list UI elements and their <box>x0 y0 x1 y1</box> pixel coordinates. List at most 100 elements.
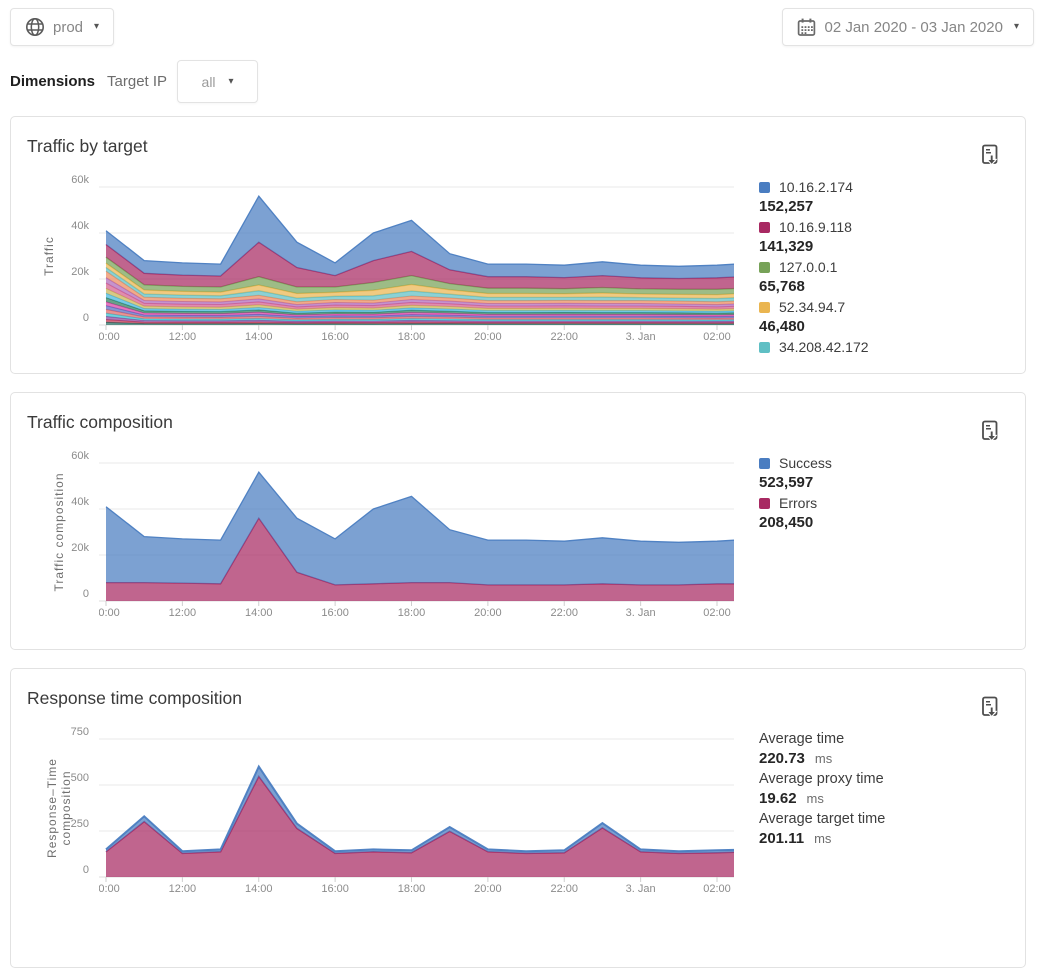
legend-item[interactable]: 10.16.2.174 <box>759 177 1021 197</box>
download-icon <box>981 144 997 166</box>
x-tick-label: 10:00 <box>99 331 120 343</box>
y-tick-label: 500 <box>70 772 89 784</box>
y-axis-ticks: 0 250 500 750 <box>11 669 95 967</box>
globe-icon <box>25 17 45 37</box>
x-tick-label: 14:00 <box>244 607 273 619</box>
legend-label: 127.0.0.1 <box>779 259 838 275</box>
chart-legend: 10.16.2.174 152,257 10.16.9.118 141,329 127.… <box>759 177 1021 363</box>
environment-label: prod <box>53 18 84 36</box>
stat-value: 220.73 ms <box>759 750 833 767</box>
chart-canvas[interactable] <box>99 171 734 339</box>
x-tick-label: 14:00 <box>244 883 273 895</box>
legend-item[interactable]: 127.0.0.1 <box>759 257 1021 277</box>
legend-label: 10.16.9.118 <box>779 219 852 235</box>
chart-plot-area[interactable]: 10:00 12:00 14:00 16:00 18:00 20:00 22:00 3. Ja… <box>99 723 734 913</box>
y-tick-label: 0 <box>82 312 89 324</box>
legend-swatch <box>759 301 770 313</box>
legend-item[interactable]: Errors <box>759 493 1021 513</box>
legend-swatch <box>759 497 770 509</box>
x-tick-label: 02:00 <box>703 331 731 343</box>
download-report-button[interactable] <box>977 144 1003 172</box>
legend-value: 208,450 <box>759 514 814 531</box>
y-tick-label: 60k <box>71 450 89 462</box>
legend-swatch <box>759 341 770 353</box>
legend-value: 523,597 <box>759 474 814 491</box>
response-time-composition-card: Response time composition Response–Time c… <box>10 668 1026 968</box>
chart-canvas[interactable] <box>99 447 734 615</box>
target-ip-dropdown[interactable]: all ▾ <box>177 60 259 103</box>
stat-unit: ms <box>814 751 833 766</box>
x-tick-label: 3. Jan <box>625 883 656 895</box>
download-report-button[interactable] <box>977 420 1003 448</box>
date-range-label: 02 Jan 2020 - 03 Jan 2020 <box>824 18 1003 36</box>
x-tick-label: 16:00 <box>321 331 349 343</box>
x-tick-label: 10:00 <box>99 607 120 619</box>
chevron-down-icon: ▾ <box>94 21 100 32</box>
y-tick-label: 0 <box>82 864 89 876</box>
legend-item[interactable]: 10.16.9.118 <box>759 217 1021 237</box>
x-tick-label: 10:00 <box>99 883 120 895</box>
traffic-composition-card: Traffic composition Traffic composition … <box>10 392 1026 650</box>
legend-label: Errors <box>779 495 818 511</box>
legend-label: 52.34.94.7 <box>779 299 846 315</box>
y-tick-label: 750 <box>70 726 89 738</box>
stat-value: 19.62 ms <box>759 790 824 807</box>
calendar-icon <box>797 18 816 37</box>
x-tick-label: 18:00 <box>397 607 426 619</box>
legend-value: 141,329 <box>759 238 814 255</box>
x-tick-label: 20:00 <box>474 331 502 343</box>
stat-unit: ms <box>814 831 832 846</box>
legend-value: 65,768 <box>759 278 805 295</box>
legend-label: Success <box>779 455 832 471</box>
x-tick-label: 16:00 <box>321 883 349 895</box>
chevron-down-icon: ▾ <box>228 75 234 87</box>
x-tick-label: 22:00 <box>550 607 579 619</box>
stat-value: 201.11 ms <box>759 830 832 847</box>
chart-title: Response time composition <box>27 688 242 708</box>
chart-plot-area[interactable]: 10:00 12:00 14:00 16:00 18:00 20:00 22:00 3. Ja… <box>99 447 734 637</box>
download-report-button[interactable] <box>977 696 1003 724</box>
legend-item[interactable]: 34.208.42.172 <box>759 337 1021 357</box>
y-tick-label: 20k <box>71 542 89 554</box>
x-tick-label: 22:00 <box>550 883 579 895</box>
stat-unit: ms <box>806 791 824 806</box>
environment-selector-button[interactable]: prod ▾ <box>10 8 115 46</box>
legend-item[interactable]: Success <box>759 453 1021 473</box>
legend-value <box>759 357 1021 363</box>
legend-value: 46,480 <box>759 318 805 335</box>
x-tick-label: 3. Jan <box>625 607 656 619</box>
x-tick-label: 20:00 <box>474 883 502 895</box>
y-tick-label: 0 <box>82 588 89 600</box>
legend-label: 34.208.42.172 <box>779 339 869 355</box>
x-tick-label: 02:00 <box>703 607 731 619</box>
x-tick-label: 3. Jan <box>625 331 656 343</box>
target-ip-label: Target IP <box>107 73 168 90</box>
legend-swatch <box>759 181 770 193</box>
date-range-button[interactable]: 02 Jan 2020 - 03 Jan 2020 ▾ <box>782 8 1034 46</box>
filters-bar: Dimensions Target IP all ▾ <box>10 60 259 103</box>
legend-label: 10.16.2.174 <box>779 179 853 195</box>
download-icon <box>981 420 997 442</box>
legend-swatch <box>759 261 770 273</box>
download-icon <box>981 696 997 718</box>
x-tick-label: 02:00 <box>703 883 731 895</box>
dimensions-label: Dimensions <box>10 73 96 90</box>
chart-canvas[interactable] <box>99 723 734 891</box>
x-tick-label: 18:00 <box>397 883 426 895</box>
target-ip-value: all <box>201 73 216 90</box>
x-tick-label: 20:00 <box>474 607 502 619</box>
stat-label: Average time <box>759 731 845 747</box>
y-axis-ticks: 0 20k 40k 60k <box>11 393 95 649</box>
chevron-down-icon: ▾ <box>1013 21 1019 32</box>
legend-item[interactable]: 52.34.94.7 <box>759 297 1021 317</box>
chart-plot-area[interactable]: 10:00 12:00 14:00 16:00 18:00 20:00 22:00 3. Ja… <box>99 171 734 361</box>
legend-swatch <box>759 221 770 233</box>
y-tick-label: 60k <box>71 174 89 186</box>
x-tick-label: 12:00 <box>168 607 197 619</box>
legend-swatch <box>759 457 770 469</box>
chart-title: Traffic composition <box>27 412 173 432</box>
x-tick-label: 14:00 <box>244 331 273 343</box>
x-tick-label: 12:00 <box>168 883 197 895</box>
x-tick-label: 18:00 <box>397 331 426 343</box>
